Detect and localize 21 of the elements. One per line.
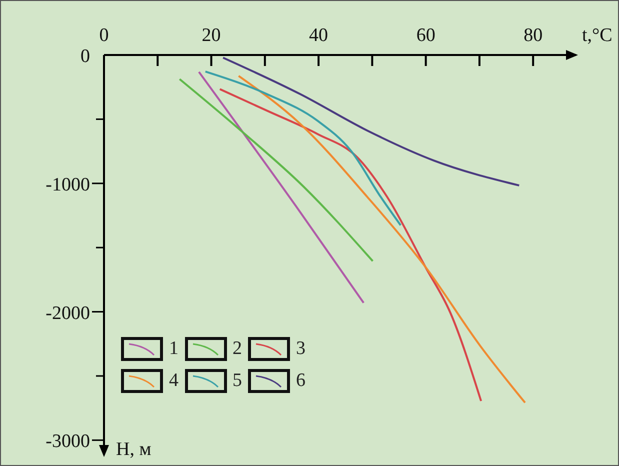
line-series: [178, 78, 374, 262]
legend-label: 3: [296, 338, 306, 360]
line-series: [218, 88, 482, 402]
line-series: [204, 70, 402, 226]
legend-label: 4: [169, 370, 178, 392]
x-axis-title: t,°C: [582, 25, 612, 46]
y-axis-title: H, м: [116, 439, 152, 460]
x-tick-label: 80: [524, 25, 543, 46]
y-tick-label: -1000: [46, 174, 90, 196]
legend-label: 5: [232, 370, 242, 392]
x-tick-label: 20: [202, 25, 221, 46]
y-tick-label: 0: [80, 46, 90, 67]
legend-label: 1: [169, 338, 178, 360]
x-tick-label: 40: [309, 25, 328, 46]
y-tick-label: -2000: [46, 302, 90, 324]
x-tick-label: 60: [416, 25, 436, 46]
line-series: [222, 56, 520, 186]
x-tick-label: 0: [99, 25, 109, 46]
legend-label: 6: [296, 370, 306, 392]
y-tick-label: -3000: [46, 431, 90, 452]
legend-label: 2: [232, 338, 242, 360]
